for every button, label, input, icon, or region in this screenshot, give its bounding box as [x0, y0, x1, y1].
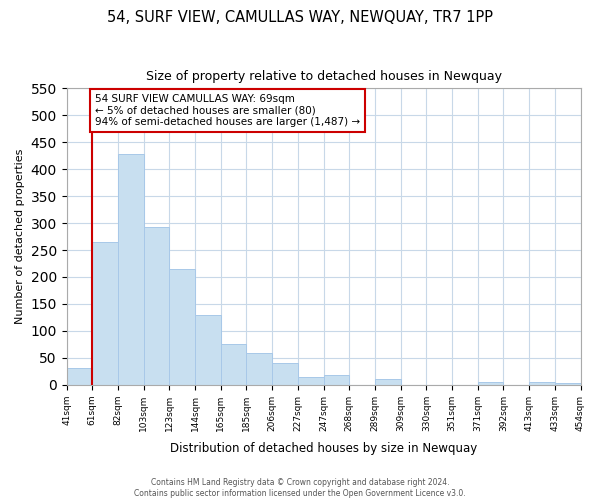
Bar: [323, 375, 349, 385]
Bar: [478, 382, 503, 385]
Bar: [118, 154, 144, 385]
Bar: [298, 376, 323, 385]
Bar: [144, 228, 169, 385]
Text: Contains HM Land Registry data © Crown copyright and database right 2024.
Contai: Contains HM Land Registry data © Crown c…: [134, 478, 466, 498]
Bar: [272, 363, 298, 385]
Bar: [529, 382, 555, 385]
Bar: [195, 314, 221, 385]
Bar: [375, 380, 401, 385]
Bar: [555, 382, 581, 385]
Bar: [247, 353, 272, 385]
Bar: [92, 242, 118, 385]
Text: 54, SURF VIEW, CAMULLAS WAY, NEWQUAY, TR7 1PP: 54, SURF VIEW, CAMULLAS WAY, NEWQUAY, TR…: [107, 10, 493, 25]
Title: Size of property relative to detached houses in Newquay: Size of property relative to detached ho…: [146, 70, 502, 83]
Bar: [67, 368, 92, 385]
Bar: [169, 269, 195, 385]
Text: 54 SURF VIEW CAMULLAS WAY: 69sqm
← 5% of detached houses are smaller (80)
94% of: 54 SURF VIEW CAMULLAS WAY: 69sqm ← 5% of…: [95, 94, 360, 127]
Bar: [221, 344, 247, 385]
Y-axis label: Number of detached properties: Number of detached properties: [15, 149, 25, 324]
X-axis label: Distribution of detached houses by size in Newquay: Distribution of detached houses by size …: [170, 442, 477, 455]
